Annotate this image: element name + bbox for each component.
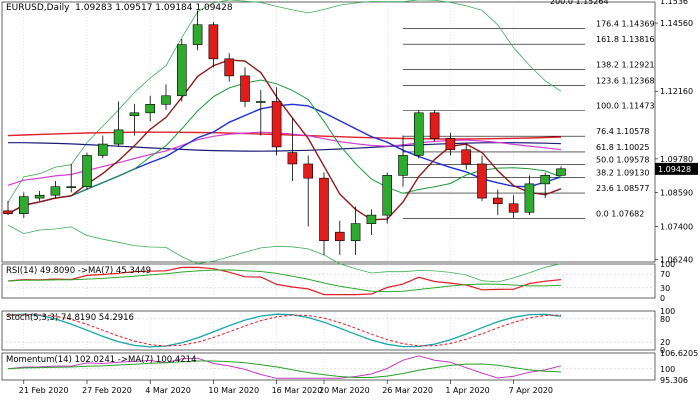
candle-body [508, 203, 519, 213]
fib-label: 50.0 1.09578 [596, 156, 649, 165]
candle-body [319, 177, 329, 241]
bollinger-upper [7, 0, 562, 203]
momentum-ma-line [7, 360, 562, 378]
date-label: 10 Mar 2020 [208, 386, 259, 395]
rsi-ma-line [7, 269, 562, 293]
candle-body [66, 186, 76, 188]
stoch-main-line [7, 313, 562, 348]
candle-body [413, 112, 424, 156]
rsi-title: RSI(14) 49.8090 ->MA(7) 45.3449 [6, 266, 152, 276]
fib-label: 123.6 1.12368 [596, 76, 655, 85]
stoch-scale-label: 0 [660, 346, 665, 355]
stoch-title: Stoch(5,3,3) 74.8190 54.2916 [6, 313, 134, 323]
rsi-line [7, 266, 562, 296]
stoch-pane [1, 310, 656, 351]
stoch-scale-label: 80 [660, 315, 670, 324]
candle-body [255, 101, 266, 103]
date-label: 20 Mar 2020 [319, 386, 370, 395]
current-price-label: 1.09428 [658, 165, 691, 174]
candle-body [177, 44, 187, 97]
date-label: 1 Apr 2020 [445, 386, 489, 395]
candle-body [50, 186, 61, 196]
fib-label: 100.0 1.11473 [596, 102, 655, 111]
candle-body [382, 175, 393, 216]
symbol-label: EURUSD,Daily [6, 3, 70, 13]
candle-body [3, 210, 13, 214]
candle-body [524, 183, 535, 213]
candle-body [98, 143, 108, 156]
candle-body [145, 103, 155, 114]
candle-body [429, 112, 440, 139]
bollinger-lower [7, 224, 562, 283]
rsi-scale-label: 100 [660, 260, 675, 269]
fib-label: 76.4 1.10578 [596, 127, 649, 136]
date-label: 21 Feb 2020 [19, 386, 69, 395]
fib-label: 138.2 1.12921 [596, 61, 655, 70]
date-label: 26 Mar 2020 [382, 386, 433, 395]
stoch-scale-label: 100 [660, 307, 675, 316]
candle-body [398, 155, 408, 176]
momentum-title: Momentum(14) 102.0241 ->MA(7) 100.4214 [6, 355, 197, 365]
current-price-marker [655, 162, 698, 175]
price-label: 1.07400 [660, 222, 693, 231]
price-label: 1.12160 [660, 87, 693, 96]
candle-body [540, 175, 551, 185]
candle-body [477, 163, 487, 199]
rsi-scale-label: 0 [660, 294, 665, 303]
candle-body [113, 129, 124, 145]
ma-long-red [7, 131, 562, 140]
fib-label: 176.4 1.14369 [596, 19, 655, 28]
rsi-scale-label: 30 [660, 284, 670, 293]
date-label: 16 Mar 2020 [272, 386, 323, 395]
candle-body [556, 168, 566, 176]
candle-body [461, 149, 472, 165]
ma-fast [7, 59, 562, 221]
fib-label: 23.6 1.08577 [596, 184, 649, 193]
candle-body [366, 214, 377, 224]
price-label: 1.08590 [660, 189, 693, 198]
momentum-scale-label: 95.306 [660, 376, 688, 385]
fib-label: 61.8 1.10025 [596, 143, 649, 152]
ohlc-values: 1.09283 1.09517 1.09184 1.09428 [75, 3, 233, 13]
candle-body [334, 231, 345, 241]
candle-body [271, 101, 282, 148]
candle-body [129, 112, 140, 116]
candle-body [161, 95, 171, 105]
candle-body [192, 24, 203, 45]
candle-body [303, 163, 314, 179]
candle-body [287, 152, 298, 165]
date-label: 7 Apr 2020 [509, 386, 553, 395]
symbol-header: EURUSD,Daily 1.09283 1.09517 1.09184 1.0… [6, 3, 233, 13]
price-label: 1.14560 [660, 19, 693, 28]
candle-body [18, 196, 29, 214]
date-label: 27 Feb 2020 [82, 386, 132, 395]
ma-mid [7, 79, 562, 215]
date-label: 4 Mar 2020 [145, 386, 191, 395]
price-label: 1.06240 [660, 255, 693, 264]
momentum-scale-label: 106.6205 [660, 349, 698, 358]
candle-body [208, 24, 219, 60]
momentum-line [7, 355, 562, 379]
candle-body [240, 75, 250, 102]
candle-body [350, 223, 361, 241]
candle-body [224, 58, 234, 77]
momentum-scale-label: 100 [660, 365, 675, 374]
candle-body [82, 155, 92, 187]
rsi-scale-label: 70 [660, 270, 670, 279]
fib-label: 38.2 1.09130 [596, 168, 649, 177]
ma-magenta [7, 131, 562, 186]
fib-label: 0.0 1.07682 [596, 209, 644, 218]
candle-body [445, 138, 456, 151]
candle-body [492, 197, 503, 205]
price-label-top: 1.1536 [660, 0, 688, 6]
candle-body [34, 194, 45, 199]
fib-top-label: 200.0 1.15264 [550, 0, 609, 6]
price-label: 1.09780 [660, 155, 693, 164]
stoch-scale-label: 20 [660, 338, 670, 347]
fib-label: 161.8 1.13816 [596, 35, 655, 44]
stoch-signal-line [7, 314, 562, 347]
